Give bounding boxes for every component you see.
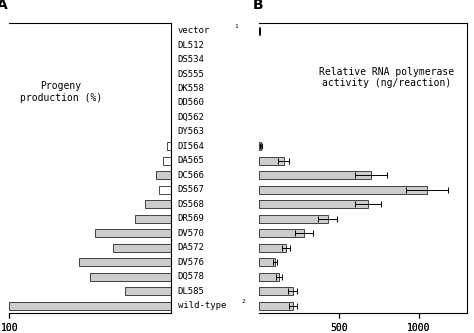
Text: DD560: DD560 [178, 99, 205, 108]
Bar [113, 244, 171, 252]
Text: DC566: DC566 [178, 171, 205, 180]
Text: DS555: DS555 [178, 70, 205, 79]
Text: DR569: DR569 [178, 214, 205, 223]
Text: wild-type: wild-type [178, 301, 226, 310]
Text: DQ578: DQ578 [178, 272, 205, 281]
Text: DI564: DI564 [178, 142, 205, 151]
Text: B: B [253, 0, 264, 12]
Text: DA565: DA565 [178, 157, 205, 166]
Text: Relative RNA polymerase
activity (ng/reaction): Relative RNA polymerase activity (ng/rea… [319, 67, 455, 88]
Text: 2: 2 [241, 299, 245, 304]
Bar [259, 258, 275, 266]
Bar [259, 186, 427, 194]
Bar [259, 302, 292, 310]
Text: DY563: DY563 [178, 128, 205, 137]
Bar [90, 273, 171, 281]
Bar [259, 244, 286, 252]
Text: DL512: DL512 [178, 41, 205, 50]
Text: DS534: DS534 [178, 55, 205, 64]
Bar [259, 287, 292, 295]
Text: DV576: DV576 [178, 258, 205, 267]
Bar [159, 186, 171, 194]
Bar [9, 302, 171, 310]
Bar [95, 229, 171, 237]
Text: vector: vector [178, 26, 210, 35]
Bar [259, 27, 260, 35]
Text: DK558: DK558 [178, 84, 205, 93]
Bar [79, 258, 171, 266]
Bar [259, 171, 371, 179]
Bar [126, 287, 171, 295]
Text: 1: 1 [234, 24, 238, 29]
Text: Progeny
production (%): Progeny production (%) [20, 81, 102, 103]
Bar [135, 215, 171, 223]
Bar [163, 157, 171, 165]
Bar [259, 229, 304, 237]
Text: DV570: DV570 [178, 229, 205, 238]
Bar [259, 200, 368, 208]
Bar [156, 171, 171, 179]
Text: DS568: DS568 [178, 200, 205, 209]
Text: DA572: DA572 [178, 243, 205, 252]
Text: DS567: DS567 [178, 185, 205, 194]
Bar [259, 215, 328, 223]
Text: DL585: DL585 [178, 287, 205, 296]
Text: A: A [0, 0, 7, 12]
Bar [167, 143, 171, 151]
Bar [259, 273, 279, 281]
Bar [145, 200, 171, 208]
Bar [259, 157, 284, 165]
Bar [259, 143, 261, 151]
Text: DQ562: DQ562 [178, 113, 205, 122]
